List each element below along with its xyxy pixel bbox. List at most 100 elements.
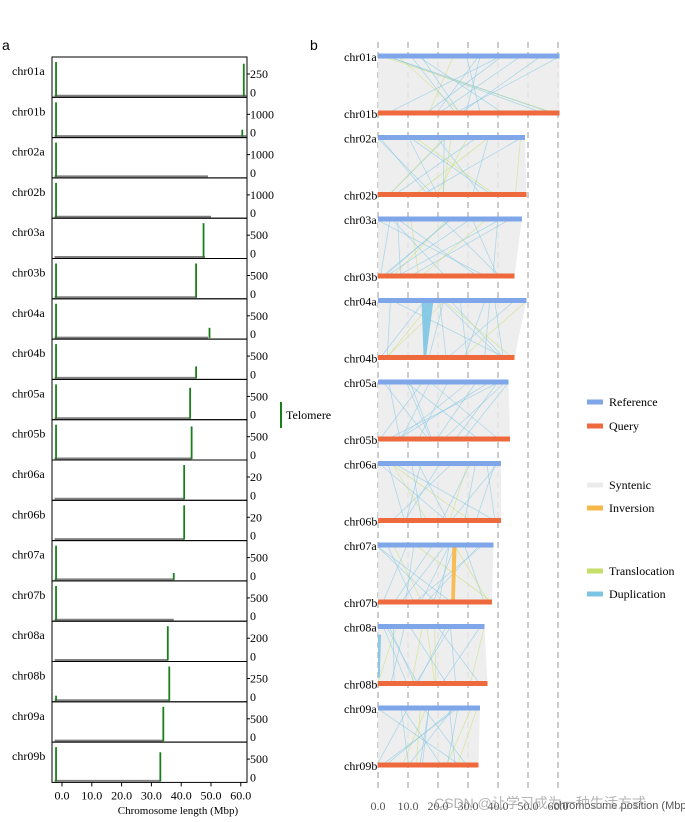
pair-chr06a: chr06a chr06b bbox=[344, 458, 501, 529]
panel-b-legend: Reference Query Syntenic Inversion Trans… bbox=[587, 395, 675, 601]
track-chr03b: chr03b 500 0 bbox=[12, 258, 268, 301]
link-line bbox=[381, 302, 424, 356]
link-line bbox=[402, 546, 445, 601]
panel-b-xlabel: chromosome position (Mbp) bbox=[554, 800, 685, 812]
query-label: chr08b bbox=[344, 678, 377, 692]
x-tick-label: 0.0 bbox=[371, 799, 386, 813]
link-line bbox=[392, 57, 547, 112]
track-frame bbox=[51, 298, 248, 340]
track-frame bbox=[51, 96, 248, 139]
track-label: chr06b bbox=[12, 507, 45, 521]
x-tick-label: 40.0 bbox=[488, 799, 509, 813]
link-line bbox=[395, 302, 501, 356]
y-zero-label: 0 bbox=[250, 287, 256, 301]
telomere-legend-label: Telomere bbox=[286, 408, 331, 422]
link-line bbox=[439, 302, 447, 356]
link-line bbox=[416, 628, 450, 682]
x-tick-label: 60.0 bbox=[230, 788, 251, 802]
y-zero-label: 0 bbox=[250, 247, 256, 261]
syntenic-block bbox=[378, 300, 527, 358]
link-line bbox=[377, 546, 434, 601]
link-line bbox=[386, 302, 391, 356]
track-chr07b: chr07b 500 0 bbox=[12, 580, 268, 623]
link-line bbox=[390, 628, 405, 682]
link-line bbox=[417, 139, 493, 193]
link-line bbox=[416, 709, 421, 764]
link-line bbox=[387, 546, 414, 601]
link-line bbox=[447, 709, 471, 764]
track-label: chr04a bbox=[12, 306, 45, 320]
y-zero-label: 0 bbox=[250, 408, 256, 422]
reference-label: chr01a bbox=[344, 50, 377, 64]
link-line bbox=[413, 220, 508, 275]
track-label: chr04b bbox=[12, 346, 45, 360]
panel-a-x-axis: 0.0 10.0 20.0 30.0 40.0 50.0 60.0 bbox=[55, 782, 251, 802]
track-chr03a: chr03a 500 0 bbox=[12, 217, 268, 261]
link-line bbox=[397, 139, 475, 193]
query-label: chr05b bbox=[344, 433, 377, 447]
link-line bbox=[460, 302, 468, 356]
link-line bbox=[383, 628, 407, 682]
link-line bbox=[393, 465, 451, 519]
y-zero-label: 0 bbox=[250, 529, 256, 543]
link-line bbox=[426, 139, 519, 193]
y-zero-label: 0 bbox=[250, 126, 256, 140]
link-line bbox=[384, 383, 428, 438]
panel-b-x-axis: 0.0 10.0 20.0 30.0 40.0 50.0 60.0 bbox=[371, 799, 569, 813]
link-line bbox=[417, 546, 481, 601]
link-line bbox=[472, 139, 489, 193]
query-label: chr01b bbox=[344, 107, 377, 121]
y-zero-label: 0 bbox=[250, 690, 256, 704]
link-line bbox=[449, 465, 468, 519]
link-line bbox=[464, 465, 476, 519]
query-label: chr04b bbox=[344, 352, 377, 366]
duplication-block bbox=[421, 300, 434, 358]
link-line bbox=[437, 57, 478, 112]
inversion-block bbox=[451, 545, 457, 602]
y-zero-label: 0 bbox=[250, 367, 256, 381]
legend-duplication-label: Duplication bbox=[609, 587, 666, 601]
track-chr04a: chr04a 500 0 bbox=[12, 298, 268, 341]
link-line bbox=[419, 709, 430, 764]
y-max-label: 1000 bbox=[250, 107, 274, 121]
reference-label: chr09a bbox=[344, 702, 377, 716]
y-max-label: 500 bbox=[250, 591, 268, 605]
link-line bbox=[406, 383, 430, 438]
link-line bbox=[381, 465, 445, 519]
x-tick-label: 0.0 bbox=[55, 788, 70, 802]
link-line bbox=[405, 546, 415, 601]
track-label: chr01b bbox=[12, 104, 45, 118]
track-label: chr07b bbox=[12, 588, 45, 602]
y-max-label: 500 bbox=[250, 269, 268, 283]
track-label: chr09b bbox=[12, 749, 45, 763]
x-tick-label: 60.0 bbox=[548, 799, 569, 813]
link-line bbox=[403, 709, 441, 764]
pair-chr05a: chr05a chr05b bbox=[344, 376, 510, 447]
pair-chr02a: chr02a chr02b bbox=[344, 132, 527, 203]
y-max-label: 1000 bbox=[250, 148, 274, 162]
link-line bbox=[410, 628, 446, 682]
track-frame bbox=[51, 620, 248, 663]
link-line bbox=[476, 465, 495, 519]
link-line bbox=[443, 302, 499, 356]
link-line bbox=[393, 465, 468, 519]
pair-chr04a: chr04a chr04b bbox=[344, 295, 527, 366]
reference-label: chr07a bbox=[344, 539, 377, 553]
track-label: chr08b bbox=[12, 669, 45, 683]
track-frame bbox=[51, 258, 248, 300]
link-line bbox=[492, 220, 499, 275]
link-line bbox=[441, 57, 519, 112]
legend-syntenic-label: Syntenic bbox=[609, 478, 651, 492]
y-zero-label: 0 bbox=[250, 650, 256, 664]
link-line bbox=[409, 139, 437, 193]
link-line bbox=[426, 628, 435, 682]
link-line bbox=[464, 383, 508, 438]
x-tick-label: 20.0 bbox=[111, 788, 132, 802]
link-line bbox=[378, 546, 449, 601]
track-chr05b: chr05b 500 0 bbox=[12, 419, 268, 462]
track-frame bbox=[51, 378, 248, 421]
panel-a-tracks: chr01a 250 0 chr01b 1000 0 chr02a 1000 0 chr02b 10… bbox=[12, 56, 274, 784]
pair-chr07a: chr07a chr07b bbox=[344, 539, 494, 610]
y-max-label: 20 bbox=[250, 510, 262, 524]
link-line bbox=[464, 302, 526, 356]
